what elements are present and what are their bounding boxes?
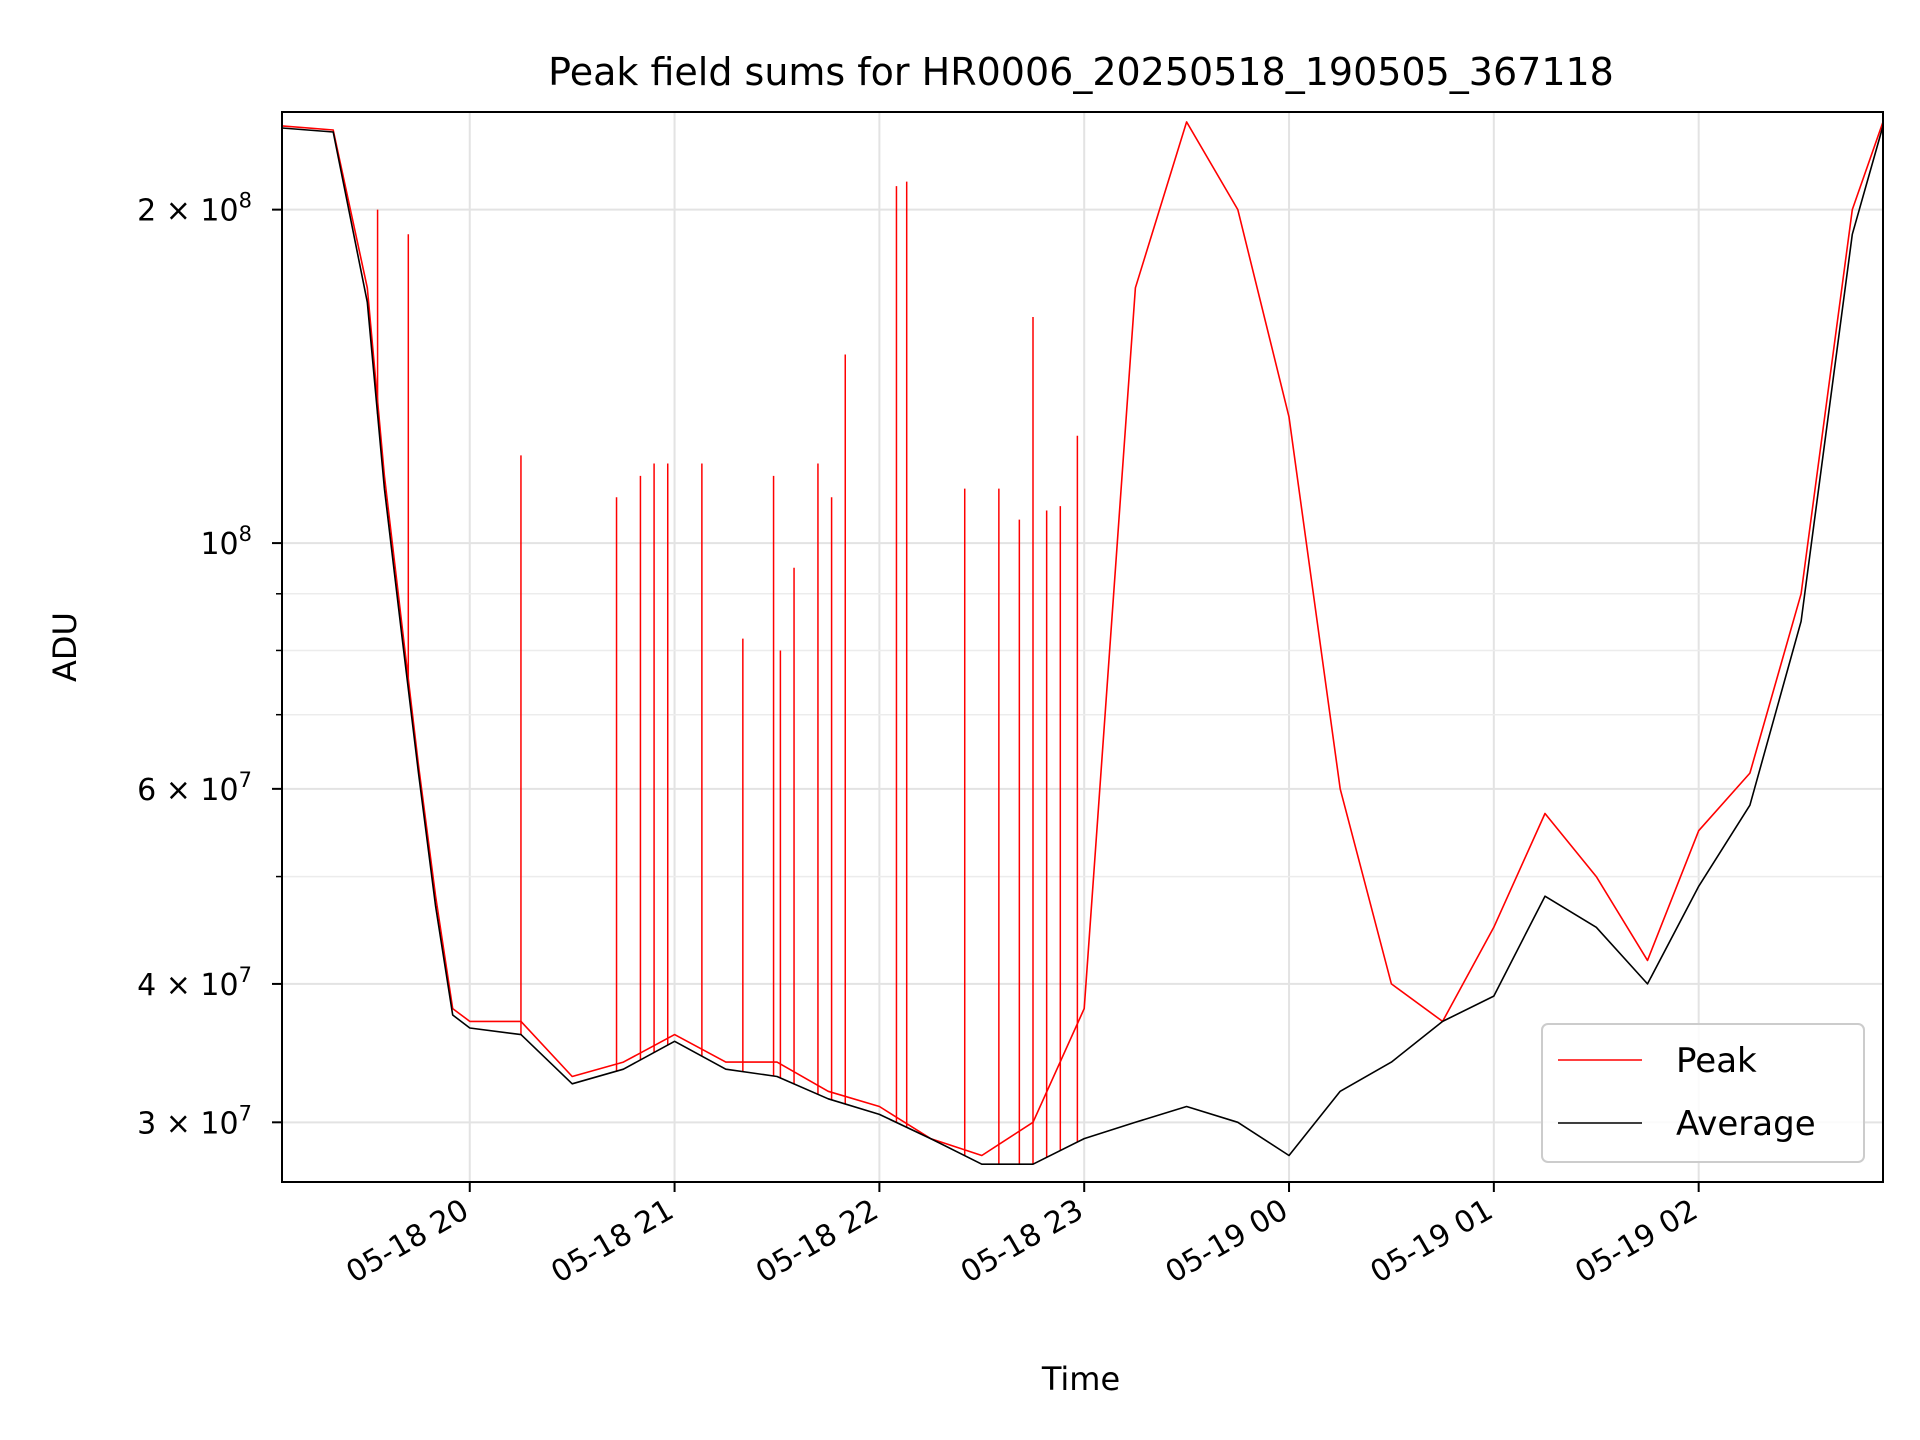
legend-label-average: Average <box>1676 1104 1816 1144</box>
legend: Peak Average <box>1541 1023 1865 1163</box>
series-line-average <box>282 125 1883 1165</box>
series-line-peak <box>282 121 1883 1157</box>
legend-label-peak: Peak <box>1676 1041 1757 1081</box>
y-axis: 3 × 107 4 × 107 6 × 107 108 2 × 108 <box>137 189 282 1141</box>
chart-title: Peak field sums for HR0006_20250518_1905… <box>548 50 1614 94</box>
y-tick-label: 4 × 107 <box>137 963 252 1003</box>
legend-box <box>1541 1023 1865 1163</box>
y-tick-label: 6 × 107 <box>137 768 252 808</box>
x-axis-label: Time <box>1041 1360 1120 1398</box>
grid <box>282 112 1883 1182</box>
y-tick-label: 3 × 107 <box>137 1101 252 1141</box>
y-axis-label: ADU <box>46 612 84 682</box>
y-tick-label: 108 <box>200 522 252 562</box>
series-layer <box>282 121 1883 1165</box>
plot-frame <box>281 111 1884 1183</box>
y-tick-label: 2 × 108 <box>137 189 252 229</box>
